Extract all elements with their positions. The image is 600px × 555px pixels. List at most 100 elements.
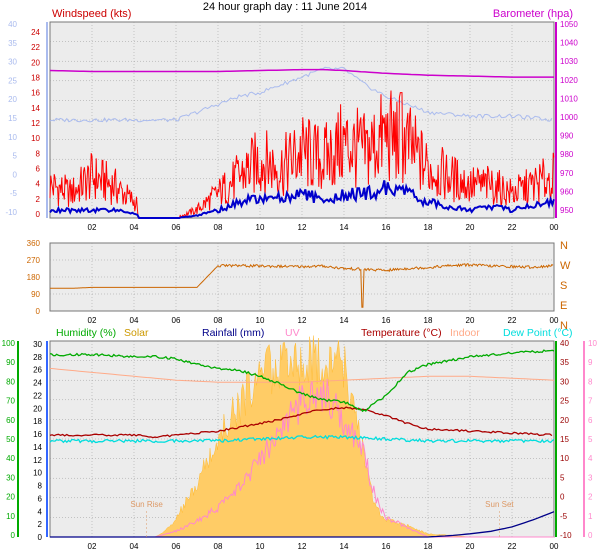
barometer-tick-label: 1030 [560, 57, 578, 66]
barometer-tick-label: 1000 [560, 113, 578, 122]
x-tick-label: 16 [382, 223, 391, 232]
x-tick-label: 10 [256, 223, 265, 232]
temp-tick-label: 5 [13, 152, 18, 161]
temp-tick-label: -10 [5, 208, 17, 217]
humidity-tick-label: 0 [11, 531, 16, 540]
barometer-tick-label: 950 [560, 206, 574, 215]
uv-tick-label: 5 [588, 435, 593, 444]
indoor-line [49, 367, 555, 383]
x-tick-label: 14 [340, 542, 349, 551]
left-tick-label: 2 [38, 520, 43, 529]
x-tick-label: 06 [172, 316, 181, 325]
temperature-line-p1 [49, 66, 553, 123]
x-tick-label: 22 [508, 316, 517, 325]
barometer-tick-label: 970 [560, 169, 574, 178]
windspeed-tick-label: 6 [36, 165, 41, 174]
left-tick-label: 10 [33, 469, 42, 478]
temp-tick-label: 10 [8, 133, 17, 142]
x-tick-label: 18 [424, 316, 433, 325]
direction-line [50, 262, 554, 308]
dewpoint-line [49, 434, 555, 444]
uv-tick-label: 8 [588, 377, 593, 386]
temp-tick-label: -5 [10, 189, 18, 198]
temperature-tick-label: -5 [560, 512, 568, 521]
direction-series [50, 262, 554, 308]
temperature-tick-label: -10 [560, 531, 572, 540]
x-tick-label: 22 [508, 223, 517, 232]
compass-label: S [560, 280, 567, 292]
humidity-tick-label: 20 [6, 493, 15, 502]
x-tick-label: 08 [214, 316, 223, 325]
humidity-tick-label: 40 [6, 454, 15, 463]
barometer-tick-label: 1010 [560, 94, 578, 103]
x-tick-label: 16 [382, 316, 391, 325]
temp-tick-label: 15 [8, 114, 17, 123]
humidity-series: Sun Rise Sun Set [49, 335, 555, 538]
left-tick-label: 26 [33, 366, 42, 375]
humidity-axes: 1009080706050403020100302826242220181614… [2, 339, 598, 551]
left-tick-label: 6 [38, 494, 43, 503]
compass-label: N [560, 240, 568, 252]
page-title: 24 hour graph day : 11 June 2014 [203, 1, 367, 13]
direction-grid [50, 243, 554, 311]
x-tick-label: 02 [88, 223, 97, 232]
x-tick-label: 10 [256, 542, 265, 551]
direction-tick-label: 0 [36, 307, 41, 316]
humidity-tick-label: 60 [6, 416, 15, 425]
barometer-tick-label: 980 [560, 150, 574, 159]
temp-tick-label: 40 [8, 20, 17, 29]
barometer-line [49, 68, 554, 78]
legend-temperature: Temperature (°C) [361, 327, 442, 339]
x-tick-label: 08 [214, 223, 223, 232]
x-tick-label: 18 [424, 223, 433, 232]
left-tick-label: 0 [38, 533, 43, 542]
temperature-tick-label: 10 [560, 454, 569, 463]
temperature-tick-label: 40 [560, 339, 569, 348]
windspeed-tick-label: 14 [31, 104, 40, 113]
left-tick-label: 8 [38, 482, 43, 491]
x-tick-label: 16 [382, 542, 391, 551]
x-tick-label: 08 [214, 542, 223, 551]
windspeed-tick-label: 16 [31, 89, 40, 98]
legend-dew_point: Dew Point (°C) [503, 327, 573, 339]
windspeed-tick-label: 10 [31, 134, 40, 143]
x-tick-label: 14 [340, 223, 349, 232]
wind-axes: 4035302520151050-5-102422201816141210864… [5, 20, 578, 232]
windspeed-line [49, 90, 555, 219]
uv-tick-label: 9 [588, 358, 593, 367]
sunrise-label: Sun Rise [130, 500, 163, 509]
direction-tick-label: 270 [27, 256, 41, 265]
windspeed-tick-label: 0 [36, 210, 41, 219]
temperature-line [49, 406, 553, 439]
x-tick-label: 00 [550, 223, 559, 232]
legend-indoor: Indoor [450, 327, 480, 339]
legend-humidity: Humidity (%) [56, 327, 116, 339]
direction-tick-label: 180 [27, 273, 41, 282]
humidity-tick-label: 70 [6, 397, 15, 406]
temp-tick-label: 35 [8, 39, 17, 48]
compass-label: N [560, 320, 568, 332]
legend-rainfall: Rainfall (mm) [202, 327, 264, 339]
left-tick-label: 18 [33, 417, 42, 426]
x-tick-label: 18 [424, 542, 433, 551]
left-tick-label: 16 [33, 430, 42, 439]
windspeed-tick-label: 12 [31, 119, 40, 128]
x-tick-label: 20 [466, 542, 475, 551]
uv-tick-label: 1 [588, 512, 593, 521]
temp-tick-label: 0 [13, 170, 18, 179]
windspeed-axis-title: Windspeed (kts) [52, 8, 131, 20]
x-tick-label: 02 [88, 316, 97, 325]
windspeed-tick-label: 24 [31, 28, 40, 37]
uv-tick-label: 7 [588, 397, 593, 406]
x-tick-label: 00 [550, 542, 559, 551]
temperature-tick-label: 25 [560, 397, 569, 406]
humidity-tick-label: 50 [6, 435, 15, 444]
temp-tick-label: 30 [8, 58, 17, 67]
legend-uv: UV [285, 327, 300, 339]
humidity-tick-label: 90 [6, 358, 15, 367]
legend-solar: Solar [124, 327, 149, 339]
left-tick-label: 28 [33, 353, 42, 362]
windspeed-tick-label: 18 [31, 74, 40, 83]
